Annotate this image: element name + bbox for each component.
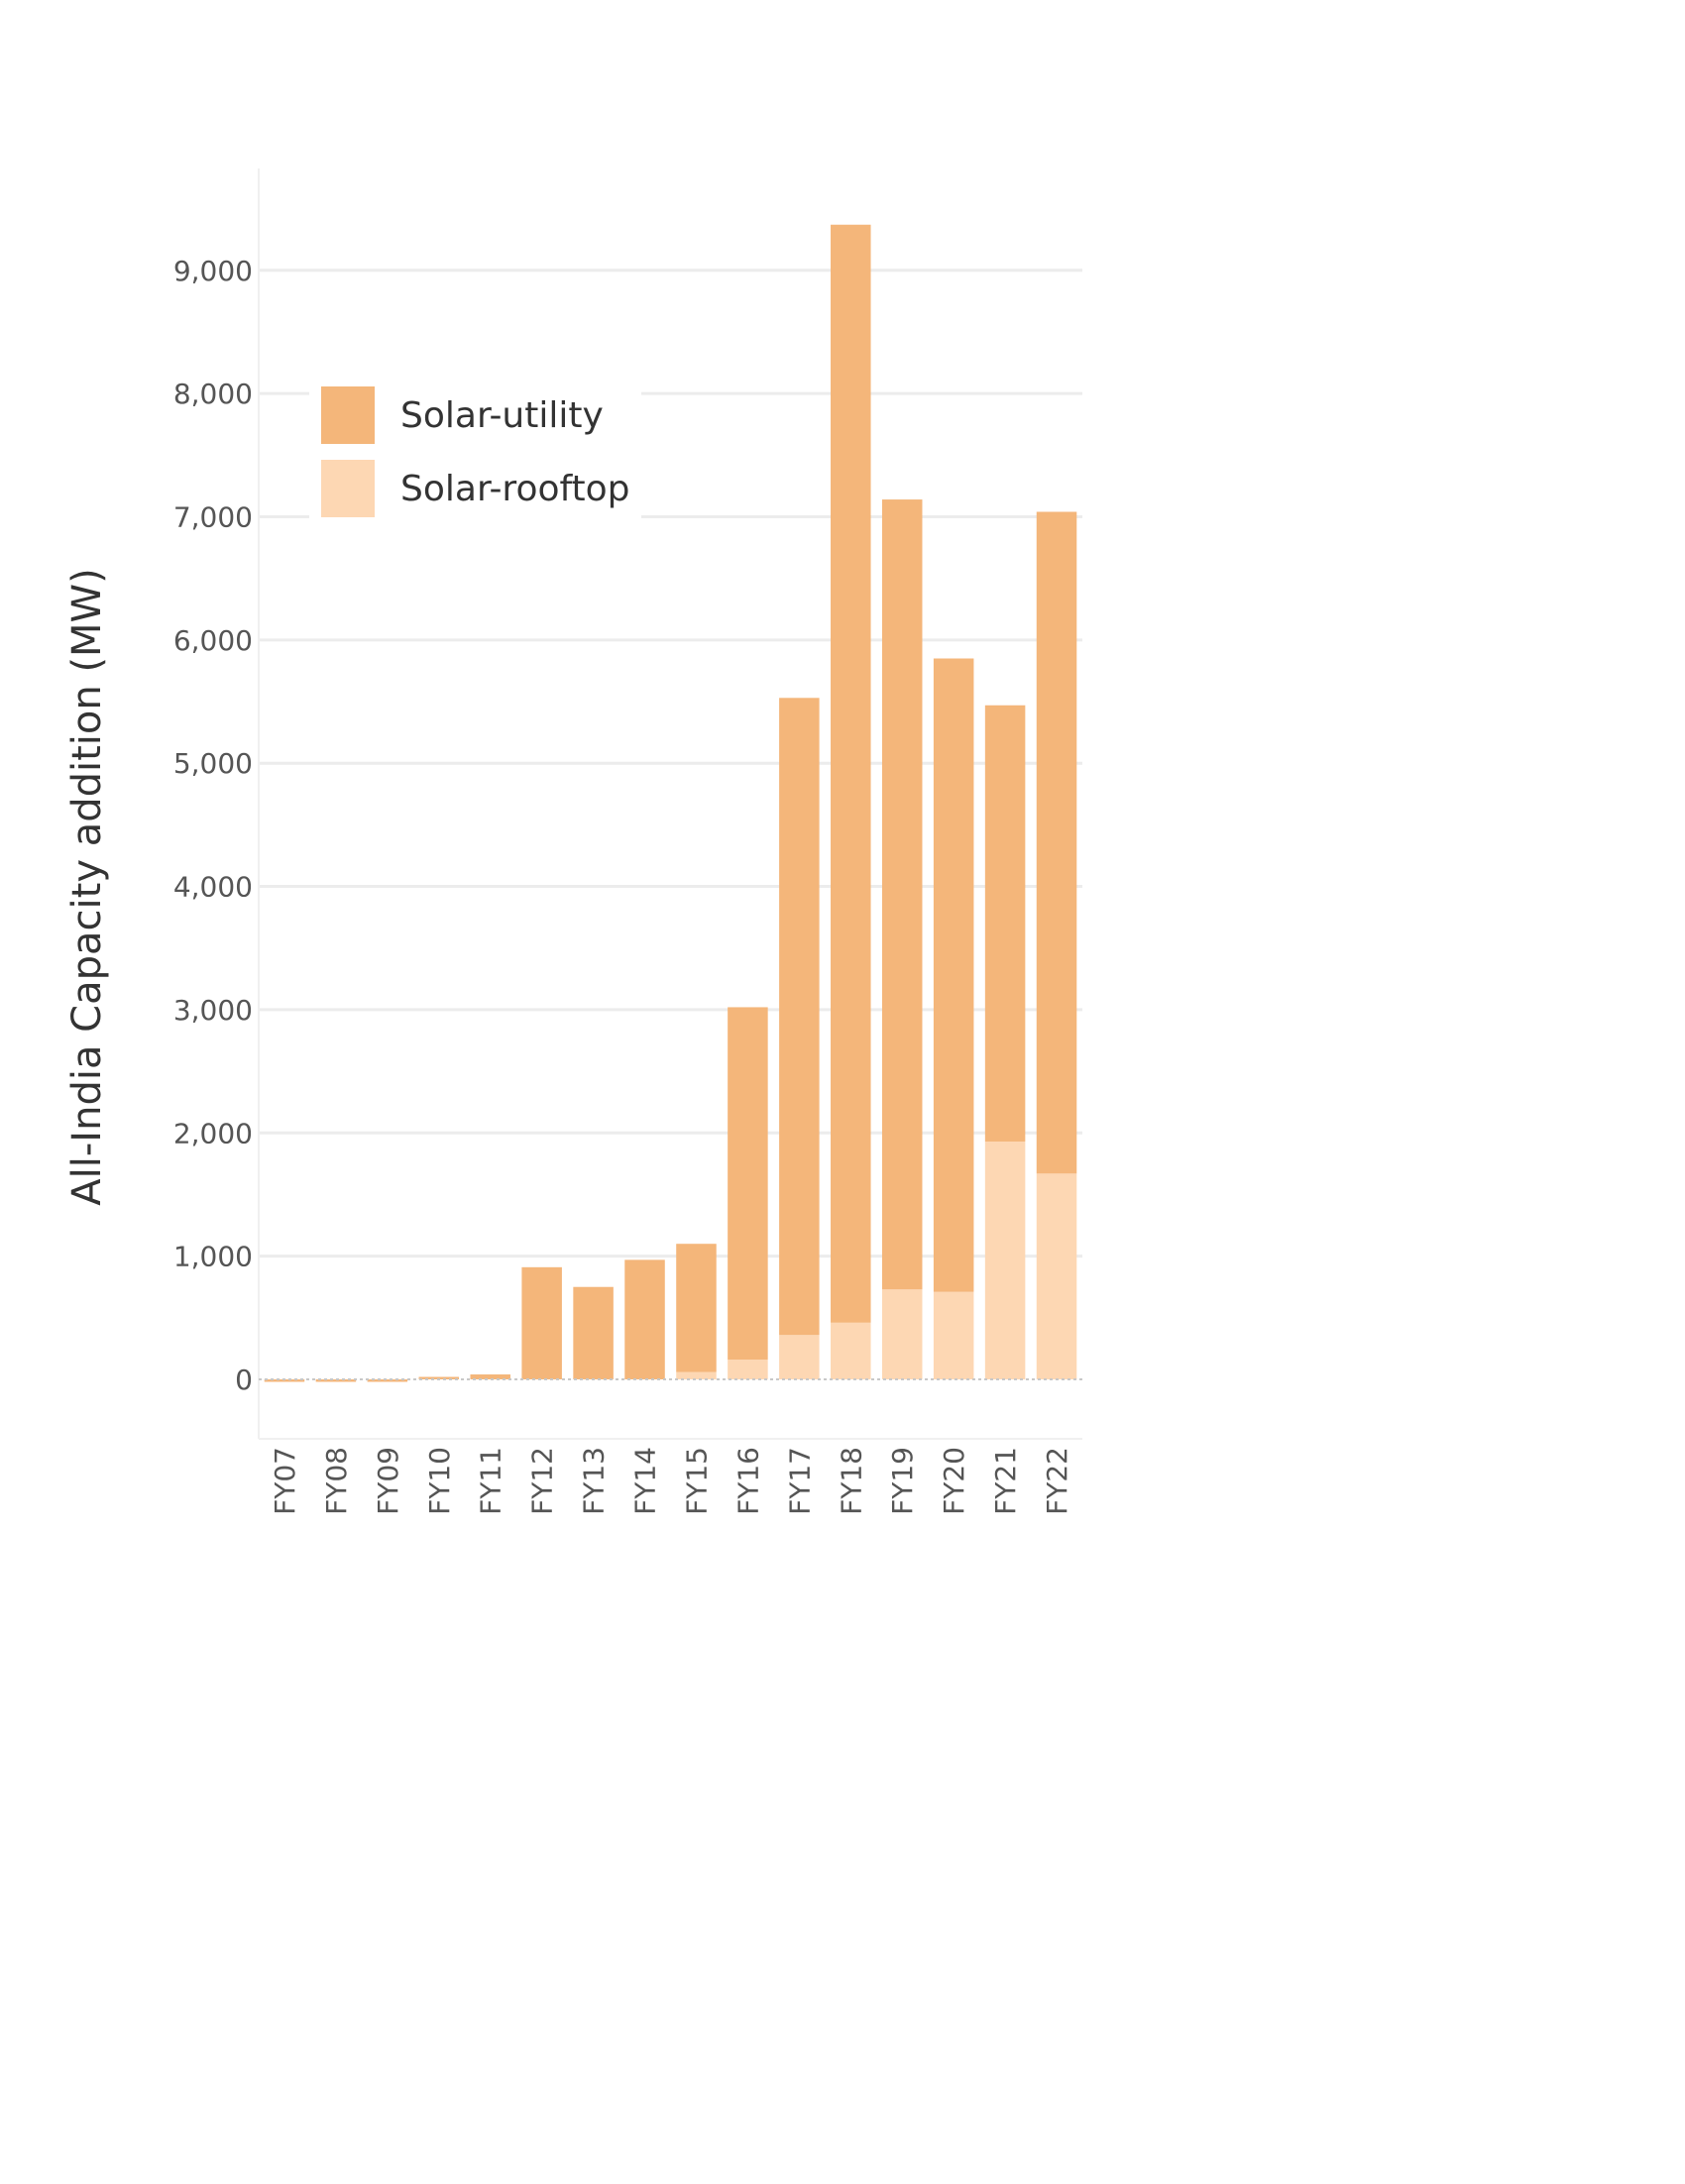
y-tick-label: 6,000: [173, 624, 253, 657]
y-tick-label: 4,000: [173, 871, 253, 904]
bar-solar-utility-fy07: [264, 1379, 305, 1382]
x-tick-label: FY18: [835, 1447, 867, 1515]
x-tick-label: FY10: [423, 1447, 456, 1515]
x-tick-label: FY08: [320, 1447, 353, 1515]
bar-solar-utility-fy20: [933, 658, 974, 1292]
x-tick-label: FY20: [938, 1447, 970, 1515]
bar-solar-rooftop-fy18: [831, 1322, 871, 1379]
bar-solar-utility-fy12: [521, 1266, 562, 1379]
x-tick-label: FY15: [680, 1447, 713, 1515]
x-tick-label: FY11: [475, 1447, 507, 1515]
y-tick-label: 1,000: [173, 1241, 253, 1273]
bar-solar-rooftop-fy17: [779, 1335, 820, 1379]
legend-label-solar-utility: Solar-utility: [400, 395, 604, 436]
x-tick-label: FY13: [578, 1447, 611, 1515]
bar-solar-utility-fy11: [470, 1374, 510, 1379]
bar-solar-rooftop-fy20: [933, 1291, 974, 1379]
x-tick-label: FY22: [1041, 1447, 1073, 1515]
y-tick-label: 5,000: [173, 747, 253, 780]
y-tick-label: 9,000: [173, 255, 253, 287]
y-tick-label: 3,000: [173, 994, 253, 1027]
y-tick-label: 7,000: [173, 500, 253, 533]
y-axis-ticks: 0 1,000 2,000 3,000 4,000 5,000 6,000 7,000 8,00…: [173, 255, 253, 1396]
bar-solar-utility-fy09: [367, 1379, 408, 1382]
x-tick-label: FY21: [989, 1447, 1022, 1515]
bar-solar-rooftop-fy21: [984, 1141, 1026, 1379]
x-tick-label: FY12: [526, 1447, 559, 1515]
bar-solar-utility-fy19: [881, 499, 923, 1290]
bar-solar-rooftop-fy16: [728, 1360, 768, 1379]
x-tick-label: FY09: [372, 1447, 404, 1515]
bar-solar-rooftop-fy19: [881, 1289, 923, 1379]
bar-solar-utility-fy13: [573, 1286, 614, 1379]
x-tick-label: FY14: [629, 1447, 662, 1515]
bar-solar-utility-fy22: [1036, 511, 1077, 1174]
y-axis-label: All-India Capacity addition (MW): [64, 568, 110, 1205]
bars: [264, 224, 1077, 1382]
y-tick-label: 2,000: [173, 1117, 253, 1149]
axes: [258, 168, 1082, 1440]
bar-solar-utility-fy17: [779, 698, 820, 1336]
legend-swatch-solar-rooftop: [321, 460, 375, 517]
x-tick-label: FY16: [731, 1447, 764, 1515]
bar-solar-utility-fy15: [676, 1244, 717, 1372]
x-tick-label: FY19: [886, 1447, 919, 1515]
x-tick-label: FY17: [783, 1447, 816, 1515]
bar-solar-utility-fy18: [831, 224, 871, 1323]
bar-solar-utility-fy16: [728, 1007, 768, 1361]
legend-swatch-solar-utility: [321, 386, 375, 444]
bar-solar-rooftop-fy15: [676, 1371, 717, 1379]
x-axis-ticks: FY07 FY08 FY09 FY10 FY11 FY12 FY13 FY14 FY15 FY16…: [269, 1447, 1073, 1515]
x-tick-label: FY07: [269, 1447, 301, 1515]
bar-solar-utility-fy21: [984, 705, 1026, 1142]
bar-solar-utility-fy14: [624, 1259, 665, 1379]
legend: Solar-utility Solar-rooftop: [309, 375, 641, 519]
bar-solar-rooftop-fy22: [1036, 1173, 1077, 1379]
bar-solar-utility-fy10: [418, 1376, 460, 1379]
legend-label-solar-rooftop: Solar-rooftop: [400, 469, 630, 509]
y-tick-label: 8,000: [173, 378, 253, 410]
bar-solar-utility-fy08: [315, 1379, 357, 1382]
y-tick-label: 0: [235, 1364, 253, 1396]
